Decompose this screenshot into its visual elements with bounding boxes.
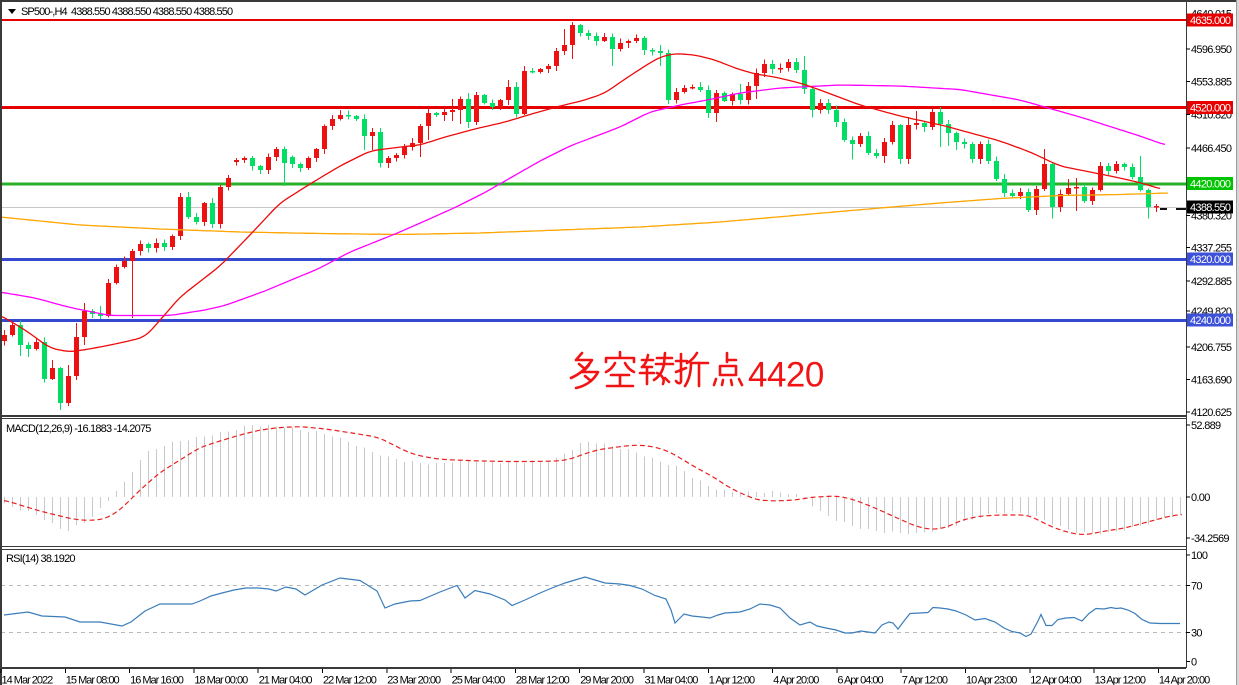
svg-text:4420: 4420 xyxy=(748,356,824,395)
svg-text:18 Mar 00:00: 18 Mar 00:00 xyxy=(194,675,248,685)
svg-text:15 Mar 08:00: 15 Mar 08:00 xyxy=(66,675,120,685)
svg-text:23 Mar 20:00: 23 Mar 20:00 xyxy=(387,675,441,685)
svg-text:22 Mar 12:00: 22 Mar 12:00 xyxy=(323,675,377,685)
svg-text:RSI(14) 38.1920: RSI(14) 38.1920 xyxy=(6,553,75,565)
svg-text:0.00: 0.00 xyxy=(1191,492,1210,504)
svg-text:1 Apr 12:00: 1 Apr 12:00 xyxy=(709,675,755,685)
svg-text:4206.755: 4206.755 xyxy=(1191,342,1232,354)
svg-text:13 Apr 12:00: 13 Apr 12:00 xyxy=(1095,675,1146,685)
svg-text:4292.885: 4292.885 xyxy=(1191,276,1232,288)
svg-text:28 Mar 12:00: 28 Mar 12:00 xyxy=(516,675,570,685)
svg-text:6 Apr 04:00: 6 Apr 04:00 xyxy=(837,675,883,685)
svg-text:4388.550: 4388.550 xyxy=(1190,202,1231,214)
svg-text:4420.000: 4420.000 xyxy=(1190,178,1231,190)
svg-text:30: 30 xyxy=(1191,628,1202,640)
svg-text:4320.000: 4320.000 xyxy=(1190,254,1231,266)
svg-text:12 Apr 04:00: 12 Apr 04:00 xyxy=(1030,675,1081,685)
svg-text:21 Mar 04:00: 21 Mar 04:00 xyxy=(259,675,313,685)
svg-text:25 Mar 04:00: 25 Mar 04:00 xyxy=(452,675,506,685)
svg-text:4520.000: 4520.000 xyxy=(1190,102,1231,114)
svg-text:16 Mar 16:00: 16 Mar 16:00 xyxy=(130,675,184,685)
svg-text:-34.2569: -34.2569 xyxy=(1191,533,1229,545)
svg-text:29 Mar 20:00: 29 Mar 20:00 xyxy=(580,675,634,685)
svg-text:4553.885: 4553.885 xyxy=(1191,77,1232,89)
svg-text:31 Mar 04:00: 31 Mar 04:00 xyxy=(645,675,699,685)
svg-text:4 Apr 20:00: 4 Apr 20:00 xyxy=(773,675,819,685)
svg-text:4240.000: 4240.000 xyxy=(1190,315,1231,327)
svg-text:4163.690: 4163.690 xyxy=(1191,375,1232,387)
svg-text:4337.255: 4337.255 xyxy=(1191,243,1232,255)
svg-text:10 Apr 23:00: 10 Apr 23:00 xyxy=(966,675,1017,685)
svg-text:14 Mar 2022: 14 Mar 2022 xyxy=(2,675,54,685)
svg-text:100: 100 xyxy=(1191,550,1208,562)
svg-text:4120.625: 4120.625 xyxy=(1191,407,1232,419)
svg-text:4596.950: 4596.950 xyxy=(1191,44,1232,56)
svg-text:4635.000: 4635.000 xyxy=(1190,15,1231,27)
svg-text:4466.450: 4466.450 xyxy=(1191,143,1232,155)
svg-text:14 Apr 20:00: 14 Apr 20:00 xyxy=(1159,675,1210,685)
svg-text:0: 0 xyxy=(1191,657,1197,669)
svg-text:70: 70 xyxy=(1191,581,1202,593)
svg-text:7 Apr 12:00: 7 Apr 12:00 xyxy=(902,675,948,685)
svg-text:52.889: 52.889 xyxy=(1191,420,1221,432)
svg-text:MACD(12,26,9) -16.1883 -14.207: MACD(12,26,9) -16.1883 -14.2075 xyxy=(6,423,151,435)
svg-text:SP500-,H4 4388.550 4388.550 4: SP500-,H4 4388.550 4388.550 4388.550 438… xyxy=(21,6,233,18)
